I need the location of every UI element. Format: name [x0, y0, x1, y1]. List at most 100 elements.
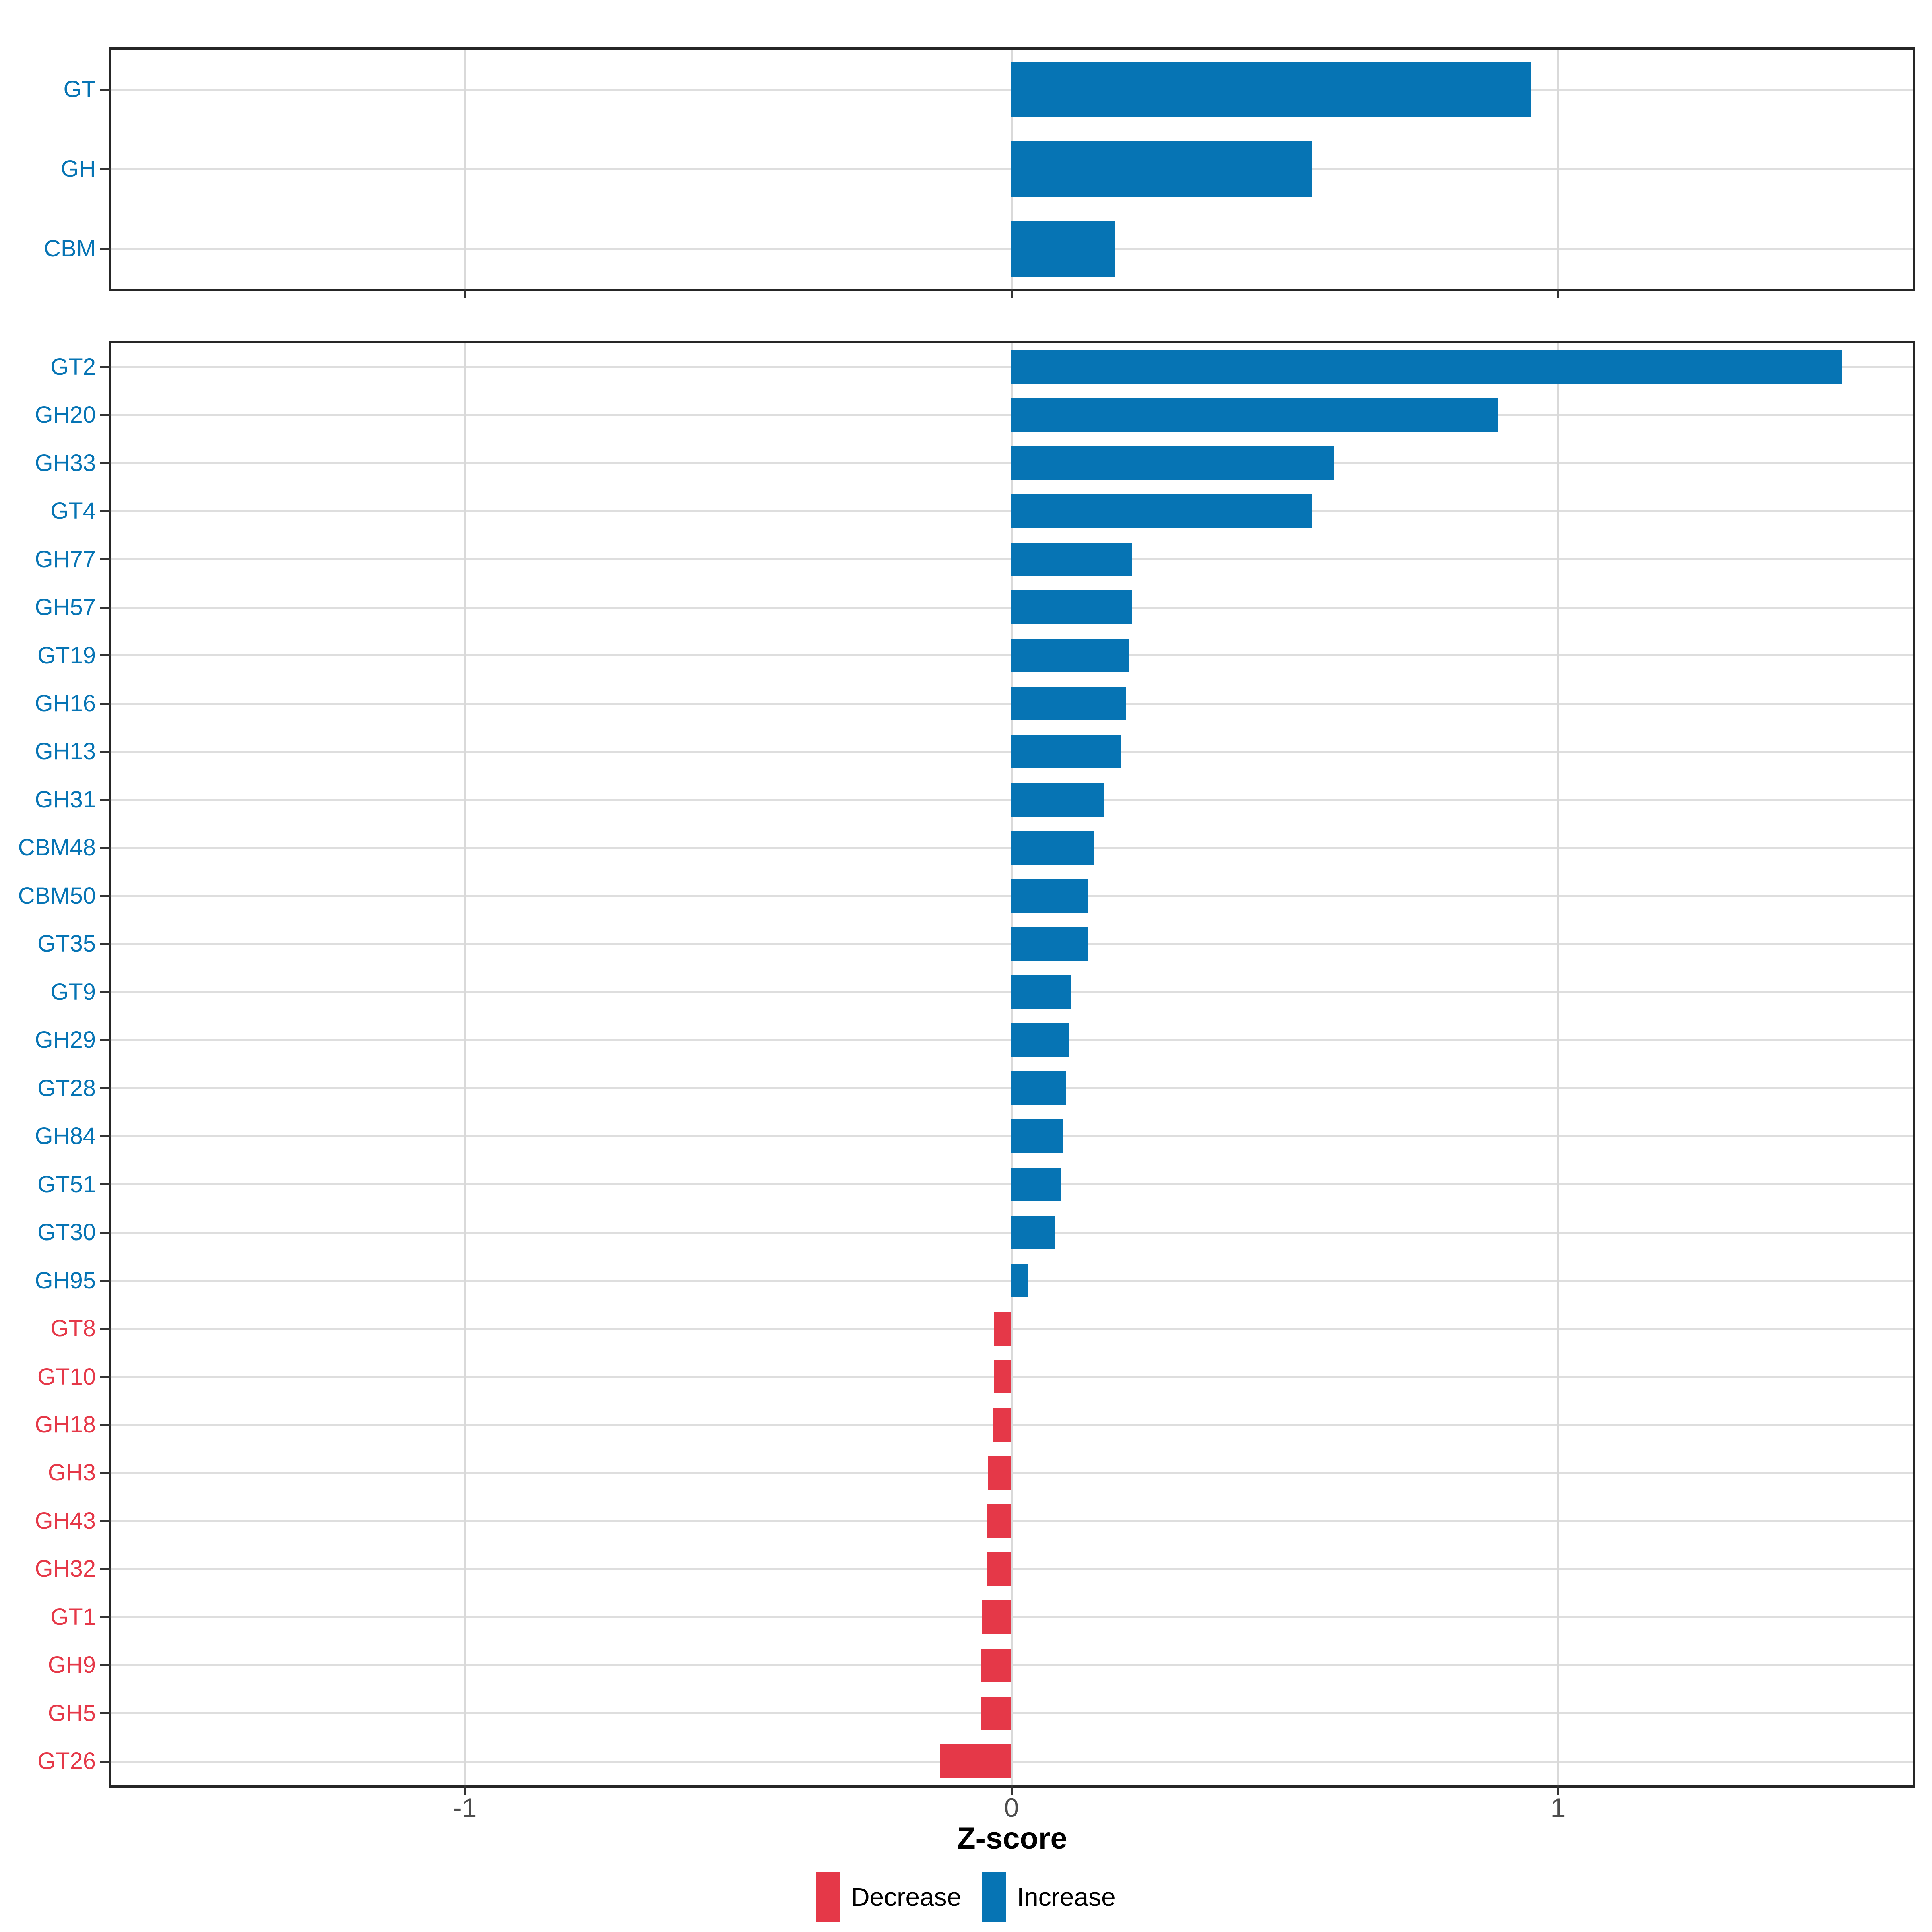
category-label-GH84: GH84	[35, 1123, 96, 1150]
x-tick-mark	[464, 1785, 466, 1795]
bar-GT51	[1011, 1167, 1061, 1201]
legend: Decrease Increase	[0, 1871, 1932, 1923]
category-label-GH33: GH33	[35, 450, 96, 476]
y-tick-GT1	[100, 1616, 111, 1618]
bar-GH77	[1011, 542, 1132, 576]
y-tick-GT26	[100, 1760, 111, 1763]
increase-swatch-icon	[982, 1872, 1007, 1922]
bar-GT10	[994, 1360, 1011, 1394]
category-label-GH32: GH32	[35, 1556, 96, 1582]
bar-CBM	[1011, 221, 1116, 277]
category-label-GH20: GH20	[35, 402, 96, 428]
category-label-GH5: GH5	[47, 1700, 96, 1726]
y-tick-CBM50	[100, 895, 111, 897]
category-label-GH57: GH57	[35, 594, 96, 621]
x-tick-label-1: 1	[1550, 1793, 1566, 1823]
category-label-GT28: GT28	[37, 1075, 96, 1101]
bar-GT2	[1011, 350, 1843, 384]
y-tick-GH33	[100, 462, 111, 464]
bar-GH32	[986, 1552, 1011, 1586]
y-tick-GT9	[100, 991, 111, 993]
y-tick-CBM48	[100, 846, 111, 849]
bar-GH9	[981, 1648, 1011, 1682]
y-tick-GH5	[100, 1712, 111, 1715]
category-label-GT35: GT35	[37, 931, 96, 957]
category-label-GH31: GH31	[35, 786, 96, 813]
bar-GT19	[1011, 638, 1129, 673]
y-tick-GT8	[100, 1327, 111, 1330]
bar-GH43	[986, 1504, 1011, 1538]
bar-CBM48	[1011, 831, 1094, 865]
category-label-CBM50: CBM50	[18, 882, 96, 909]
x-tick-mark	[1557, 1785, 1559, 1795]
bar-GH20	[1011, 398, 1498, 432]
x-axis-title: Z-score	[957, 1821, 1067, 1856]
y-tick-CBM	[100, 248, 111, 250]
category-label-GT1: GT1	[50, 1604, 96, 1630]
legend-label-decrease: Decrease	[851, 1882, 962, 1911]
y-tick-GH57	[100, 606, 111, 609]
bar-GT4	[1011, 494, 1312, 528]
y-tick-GH29	[100, 1039, 111, 1041]
category-label-GT10: GT10	[37, 1363, 96, 1390]
x-tick-label--1: -1	[453, 1793, 477, 1823]
bar-GT8	[994, 1312, 1011, 1346]
bar-GH18	[993, 1408, 1011, 1442]
gridline-v	[1010, 343, 1013, 1785]
bar-GH84	[1011, 1119, 1063, 1153]
y-tick-GT28	[100, 1087, 111, 1090]
x-tick-label-0: 0	[1004, 1793, 1019, 1823]
bar-GH31	[1011, 783, 1104, 817]
bar-GT28	[1011, 1071, 1066, 1105]
y-tick-GH16	[100, 702, 111, 705]
gridline-v	[464, 50, 466, 289]
legend-item-decrease: Decrease	[816, 1872, 961, 1922]
bar-GT9	[1011, 975, 1072, 1009]
category-label-CBM48: CBM48	[18, 834, 96, 861]
category-label-GH29: GH29	[35, 1027, 96, 1053]
bar-CBM50	[1011, 879, 1088, 913]
decrease-swatch-icon	[816, 1872, 841, 1922]
x-tick-mark	[464, 289, 466, 298]
category-label-GH13: GH13	[35, 738, 96, 765]
category-label-GH43: GH43	[35, 1507, 96, 1534]
bar-GH16	[1011, 687, 1127, 720]
category-label-GH9: GH9	[47, 1652, 96, 1678]
category-label-CBM: CBM	[44, 235, 96, 262]
x-tick-mark	[1557, 289, 1559, 298]
gridline-v	[464, 343, 466, 1785]
bar-GH57	[1011, 590, 1132, 624]
y-tick-GT4	[100, 510, 111, 512]
y-tick-GH	[100, 168, 111, 170]
y-tick-GH31	[100, 799, 111, 801]
category-label-GH16: GH16	[35, 690, 96, 716]
category-label-GH77: GH77	[35, 546, 96, 572]
category-label-GH95: GH95	[35, 1267, 96, 1294]
bar-GH95	[1011, 1263, 1028, 1298]
x-tick-mark	[1010, 1785, 1013, 1795]
category-label-GT: GT	[63, 76, 96, 102]
bar-GH3	[988, 1456, 1011, 1490]
y-tick-GH95	[100, 1280, 111, 1282]
category-label-GH: GH	[61, 156, 96, 182]
legend-label-increase: Increase	[1017, 1882, 1116, 1911]
category-label-GH18: GH18	[35, 1412, 96, 1438]
y-tick-GH32	[100, 1568, 111, 1570]
bar-GH5	[980, 1696, 1011, 1730]
panel-enzyme-families	[111, 343, 1913, 1785]
category-label-GT26: GT26	[37, 1748, 96, 1775]
category-label-GT8: GT8	[50, 1315, 96, 1342]
x-tick-mark	[1010, 289, 1013, 298]
y-tick-GH9	[100, 1664, 111, 1666]
bar-GH	[1011, 141, 1312, 197]
y-tick-GH77	[100, 558, 111, 561]
category-label-GT51: GT51	[37, 1171, 96, 1197]
y-tick-GT51	[100, 1183, 111, 1186]
bar-GH29	[1011, 1023, 1069, 1057]
bar-GT26	[940, 1744, 1011, 1779]
gridline-v	[1557, 50, 1559, 289]
y-tick-GT35	[100, 943, 111, 945]
y-tick-GT10	[100, 1376, 111, 1378]
bar-GT30	[1011, 1216, 1055, 1249]
